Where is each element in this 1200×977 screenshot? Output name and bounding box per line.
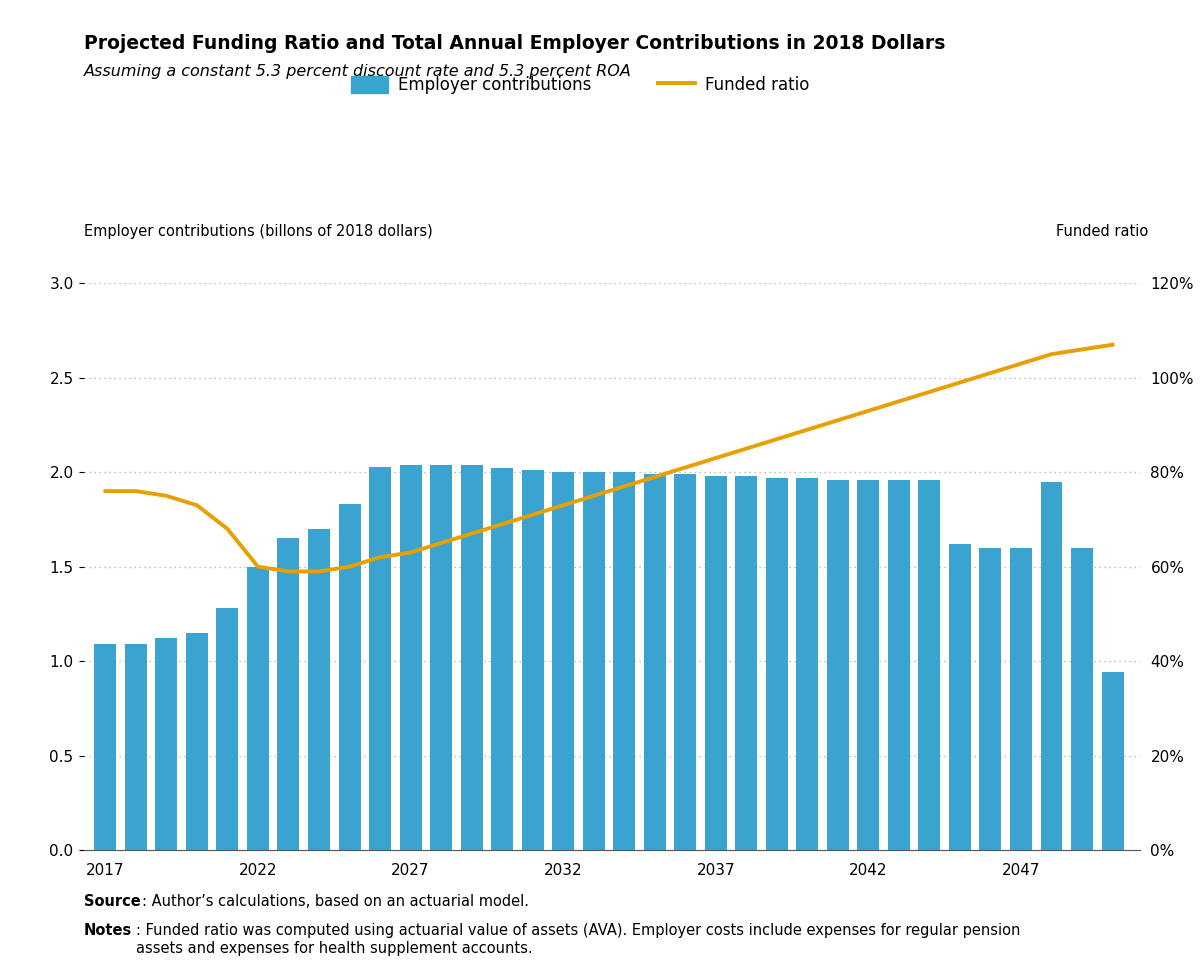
Bar [308, 529, 330, 850]
Bar [918, 480, 941, 850]
Bar [247, 567, 269, 850]
Text: : Funded ratio was computed using actuarial value of assets (AVA). Employer cost: : Funded ratio was computed using actuar… [136, 923, 1020, 956]
Bar [277, 538, 300, 850]
Bar [461, 465, 482, 850]
Bar [552, 472, 574, 850]
Text: Projected Funding Ratio and Total Annual Employer Contributions in 2018 Dollars: Projected Funding Ratio and Total Annual… [84, 34, 946, 53]
Bar [400, 465, 421, 850]
Legend: Employer contributions, Funded ratio: Employer contributions, Funded ratio [352, 76, 809, 95]
Bar [949, 544, 971, 850]
Bar [522, 470, 544, 850]
Bar [643, 474, 666, 850]
Bar [827, 480, 848, 850]
Text: Funded ratio: Funded ratio [1056, 225, 1148, 239]
Bar [125, 644, 146, 850]
Bar [979, 548, 1002, 850]
Bar [1040, 482, 1062, 850]
Bar [704, 476, 727, 850]
Bar [186, 633, 208, 850]
Bar [797, 478, 818, 850]
Bar [888, 480, 910, 850]
Text: : Author’s calculations, based on an actuarial model.: : Author’s calculations, based on an act… [142, 894, 529, 909]
Bar [370, 467, 391, 850]
Bar [491, 468, 514, 850]
Bar [1102, 672, 1123, 850]
Bar [766, 478, 787, 850]
Bar [430, 465, 452, 850]
Text: Employer contributions (billons of 2018 dollars): Employer contributions (billons of 2018 … [84, 225, 433, 239]
Bar [583, 472, 605, 850]
Bar [156, 638, 178, 850]
Bar [95, 644, 116, 850]
Text: Notes: Notes [84, 923, 132, 938]
Text: Assuming a constant 5.3 percent discount rate and 5.3 percent ROA: Assuming a constant 5.3 percent discount… [84, 64, 632, 78]
Bar [1072, 548, 1093, 850]
Bar [216, 609, 239, 850]
Bar [338, 504, 360, 850]
Bar [857, 480, 880, 850]
Bar [674, 474, 696, 850]
Bar [613, 472, 635, 850]
Text: Source: Source [84, 894, 140, 909]
Bar [1010, 548, 1032, 850]
Bar [736, 476, 757, 850]
